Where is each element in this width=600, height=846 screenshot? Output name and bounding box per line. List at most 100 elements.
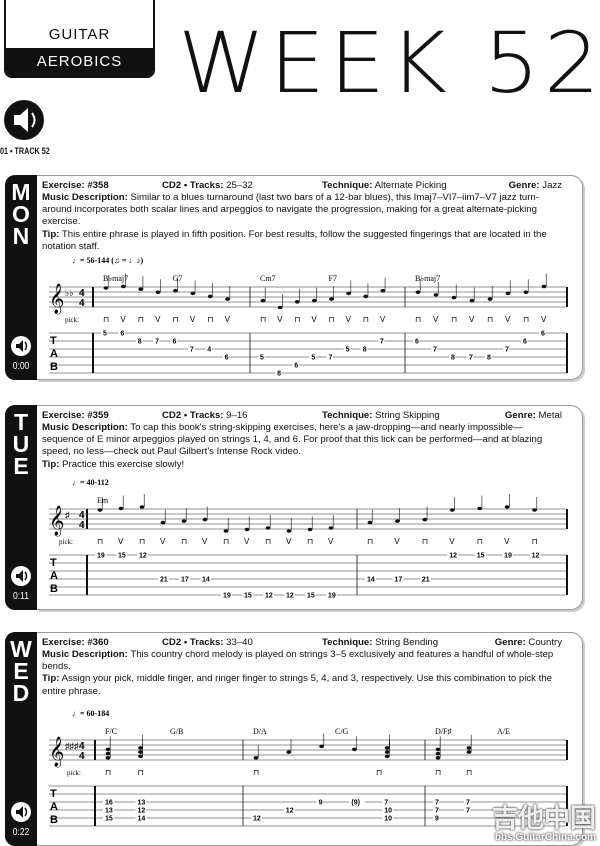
tab-number-bg — [158, 575, 169, 583]
tab-number-bg — [467, 353, 474, 361]
track-label: 01 • TRACK 52 — [0, 146, 50, 156]
tip: Tip: Assign your pick, middle finger, an… — [42, 673, 552, 697]
tab-number: 7 — [190, 347, 194, 354]
tab-number: 7 — [469, 355, 473, 362]
pick-downstroke: ⊓ — [477, 537, 483, 546]
chord-symbol: F/C — [105, 727, 117, 736]
note-head — [97, 508, 103, 512]
chord-symbol: B♭maj7 — [415, 274, 440, 283]
tab-number: 15 — [118, 553, 126, 560]
tab-number-bg — [170, 337, 177, 345]
tab-number: 8 — [138, 339, 142, 346]
tab-number: 7 — [380, 339, 384, 346]
exercise-header: Exercise: #358 CD2 • Tracks: 25–32 Techn… — [42, 180, 562, 191]
pick-downstroke: ⊓ — [415, 315, 421, 324]
exercise-card — [37, 175, 583, 380]
pick-downstroke: ⊓ — [376, 768, 382, 777]
tab-number: 12 — [286, 593, 294, 600]
day-label: WED — [10, 636, 32, 706]
note-head — [311, 298, 317, 303]
tab-number-bg — [326, 353, 333, 361]
tracks: 25–32 — [226, 180, 253, 191]
tab-number-bg — [502, 551, 514, 559]
tab-number-bg — [360, 345, 368, 353]
tab-number: 6 — [541, 331, 545, 338]
genre: Metal — [538, 410, 562, 421]
watermark-url: bbs.GuitarChina.com — [494, 832, 596, 843]
page-title: WEEK 52 — [178, 14, 600, 112]
tempo-marking: ♩= 60-184 — [72, 709, 109, 718]
tab-number: 6 — [415, 339, 419, 346]
tab-number-bg — [251, 814, 262, 822]
tab-number: 7 — [435, 800, 439, 807]
music-description: Music Description: Similar to a blues tu… — [42, 192, 539, 228]
pick-downstroke: ⊓ — [138, 315, 144, 324]
chord-symbol: A/E — [497, 727, 510, 736]
chord-symbol: D/F♯ — [435, 727, 451, 736]
tab-number: 6 — [523, 339, 527, 346]
exercise-number: #360 — [87, 637, 109, 648]
pick-label: pick: — [59, 538, 73, 546]
audio-play-icon[interactable] — [11, 802, 31, 822]
tracks: 33–40 — [226, 637, 253, 648]
tab-number: 12 — [286, 808, 294, 815]
tab-number-bg — [263, 591, 274, 599]
speaker-icon[interactable] — [4, 100, 44, 140]
pick-upstroke: V — [120, 315, 126, 324]
pick-upstroke: V — [277, 315, 283, 324]
tab-number: 6 — [173, 339, 177, 346]
tab-number: 13 — [105, 808, 113, 815]
exercise-section-mon: MON 0:00 Exercise: #358 CD2 • Tracks: 25… — [5, 175, 583, 380]
note-head — [105, 751, 111, 756]
time-sig-top: 4 — [79, 741, 85, 752]
audio-play-icon[interactable] — [11, 336, 31, 356]
pick-downstroke: ⊓ — [139, 537, 145, 546]
pick-upstroke: V — [346, 315, 352, 324]
audio-play-icon[interactable] — [11, 566, 31, 586]
note-head — [319, 744, 324, 749]
tab-number-bg — [135, 337, 143, 345]
note-head — [466, 750, 472, 754]
tab-number-bg — [101, 329, 108, 337]
pick-upstroke: V — [118, 537, 124, 546]
note-head — [277, 305, 283, 310]
note-head — [265, 526, 271, 530]
pick-downstroke: ⊓ — [105, 768, 111, 777]
note-head — [103, 286, 109, 290]
tab-number: 7 — [433, 347, 437, 354]
tab-clef-letter: T — [50, 557, 57, 569]
note-head — [384, 746, 390, 750]
pick-upstroke: V — [394, 537, 400, 546]
note-head — [138, 746, 143, 750]
tab-number: 15 — [244, 593, 252, 600]
tab-number: 9 — [435, 816, 439, 823]
tab-number: 16 — [105, 800, 113, 807]
treble-clef: 𝄞 — [49, 283, 64, 315]
note-head — [505, 291, 511, 296]
note-head — [202, 517, 208, 522]
pick-upstroke: V — [160, 537, 166, 546]
tab-number: 12 — [449, 553, 457, 560]
genre: Country — [528, 637, 562, 648]
technique: Alternate Picking — [374, 180, 447, 191]
tab-number: 12 — [532, 553, 540, 560]
exercise-section-tue: TUE 0:11 Exercise: #359 CD2 • Tracks: 9–… — [5, 405, 583, 610]
note-head — [384, 754, 390, 759]
tab-number-bg — [222, 353, 230, 361]
watermark-text: 吉他中国 — [491, 803, 596, 833]
note-head — [155, 290, 161, 294]
audio-time: 0:22 — [12, 827, 30, 838]
tab-number-bg — [449, 353, 456, 361]
guitar-aerobics-logo: GUITAR AEROBICS — [4, 0, 155, 78]
note-head — [466, 746, 472, 750]
tab-number: 7 — [384, 800, 388, 807]
tab-number-bg — [284, 591, 295, 599]
tab-number: 17 — [181, 577, 189, 584]
pick-upstroke: V — [202, 537, 208, 546]
treble-clef: 𝄞 — [49, 736, 64, 768]
tab-number: 10 — [384, 808, 392, 815]
pick-upstroke: V — [505, 315, 511, 324]
technique: String Bending — [375, 637, 439, 648]
